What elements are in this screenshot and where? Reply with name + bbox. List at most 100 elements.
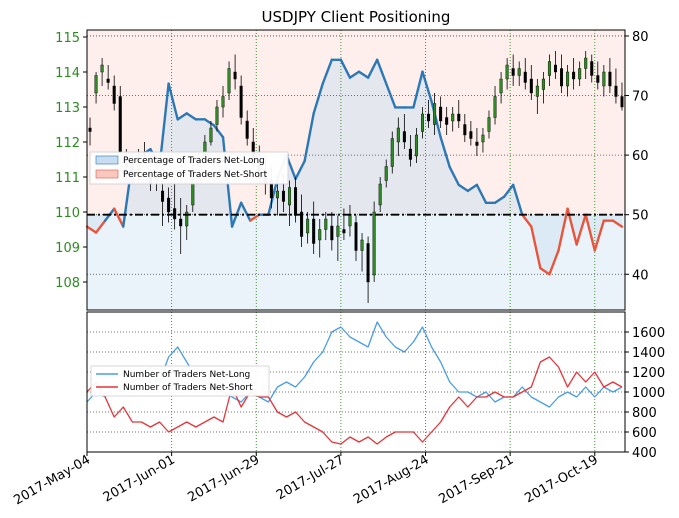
candle-body	[493, 96, 497, 118]
top-legend-swatch	[95, 155, 119, 165]
candle-body	[185, 211, 189, 227]
candle-body	[342, 229, 346, 234]
candle-body	[469, 131, 473, 139]
candle-body	[173, 208, 177, 220]
bottom-legend: Number of Traders Net-Long Number of Trad…	[90, 365, 270, 397]
candle-body	[517, 68, 521, 76]
left-axis-tick-label: 113	[55, 101, 80, 116]
bottom-legend-box	[90, 365, 270, 397]
left-axis-tick-label: 108	[55, 276, 80, 291]
sentiment-line-segment	[249, 213, 261, 222]
left-axis-tick-label: 110	[55, 206, 80, 221]
x-axis-tick-label: 2017-Oct-19	[522, 452, 600, 506]
top-legend-label: Percentage of Traders Net-Long	[123, 156, 265, 166]
candle-body	[348, 215, 352, 227]
candle-body	[463, 124, 467, 136]
sentiment-line-segment	[185, 112, 198, 121]
sentiment-line-segment	[521, 213, 533, 228]
sentiment-line-segment	[239, 201, 252, 222]
sentiment-line-segment	[584, 213, 596, 252]
x-axis-tick-label: 2017-Jun-01	[101, 452, 178, 505]
chart-title: USDJPY Client Positioning	[262, 8, 451, 26]
candle-body	[378, 183, 382, 206]
candle-body	[535, 85, 539, 97]
candle-body	[215, 106, 219, 125]
candle-body	[553, 64, 557, 73]
candle-body	[523, 71, 527, 83]
sentiment-line-segment	[267, 177, 279, 216]
count-series-line	[86, 356, 623, 445]
candle-body	[281, 190, 285, 202]
candle-body	[300, 211, 304, 237]
candle-body	[451, 113, 455, 122]
x-axis-tick-label: 2017-Jul-27	[274, 452, 347, 503]
sentiment-line-segment	[203, 118, 216, 127]
sentiment-line-segment	[575, 213, 587, 246]
sentiment-line-segment	[167, 82, 179, 121]
sentiment-line-segment	[548, 249, 560, 276]
candle-body	[584, 57, 588, 69]
candle-body	[390, 138, 394, 167]
x-axis-tick-label: 2017-Jun-29	[185, 452, 262, 505]
candle-body	[590, 61, 594, 76]
candle-body	[106, 78, 110, 83]
candle-body	[420, 113, 424, 132]
candle-body	[402, 131, 406, 143]
bottom-panel-frame	[86, 311, 626, 453]
candle-body	[566, 71, 570, 87]
sentiment-line-segment	[94, 219, 107, 234]
candle-body	[529, 78, 533, 94]
top-legend: Percentage of Traders Net-Long Percentage…	[89, 151, 289, 185]
sentiment-line-segment	[212, 124, 225, 139]
candle-body	[100, 64, 104, 73]
sentiment-line-segment	[375, 58, 388, 85]
candle-body	[433, 103, 437, 125]
candle-body	[396, 127, 400, 143]
candle-body	[94, 75, 98, 94]
candle-body	[336, 225, 340, 237]
candle-body	[487, 117, 491, 132]
candle-body	[179, 218, 183, 227]
sentiment-line-segment	[539, 267, 551, 276]
top-panel-frame	[86, 29, 626, 311]
candle-body	[457, 113, 461, 122]
candle-body	[620, 96, 624, 108]
candle-body	[227, 68, 231, 94]
candle-body	[118, 96, 122, 153]
candle-body	[288, 187, 292, 206]
candle-body	[384, 166, 388, 181]
bottom-legend-label: Number of Traders Net-Short	[123, 383, 253, 393]
sentiment-line-segment	[457, 183, 470, 193]
candle-body	[481, 134, 485, 143]
x-axis-tick-label: 2017-May-04	[11, 452, 93, 508]
candle-body	[233, 71, 237, 80]
candle-body	[161, 190, 165, 202]
left-axis-tick-label: 111	[55, 171, 80, 186]
sentiment-line-segment	[366, 58, 379, 79]
left-axis-tick-label: 114	[55, 66, 80, 81]
sentiment-line-segment	[294, 159, 306, 181]
candle-body	[560, 68, 564, 87]
candle-body	[602, 71, 606, 87]
x-axis-tick-label: 2017-Sep-21	[436, 452, 516, 507]
sentiment-line-segment	[303, 112, 315, 163]
x-axis-tick-label: 2017-Aug-24	[351, 452, 431, 507]
top-legend-label: Percentage of Traders Net-Short	[123, 170, 268, 180]
candle-body	[366, 243, 370, 283]
sentiment-area-fill	[87, 59, 622, 275]
sentiment-line-segment	[439, 136, 451, 169]
right-axis-tick-label: 60	[632, 149, 649, 164]
count-axis-tick-label: 1200	[632, 366, 665, 381]
candle-body	[360, 239, 364, 251]
right-axis-tick-label: 50	[632, 209, 649, 224]
candle-body	[354, 222, 358, 251]
right-axis-tick-label: 80	[632, 30, 649, 45]
candle-body	[547, 61, 551, 76]
candle-body	[275, 190, 279, 199]
candle-body	[88, 127, 92, 132]
candle-body	[209, 127, 213, 143]
top-legend-swatch	[95, 169, 119, 179]
left-axis-tick-label: 109	[55, 241, 80, 256]
count-axis-tick-label: 1400	[632, 346, 665, 361]
